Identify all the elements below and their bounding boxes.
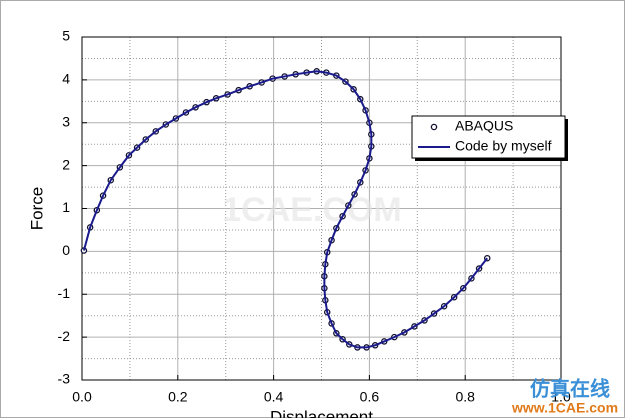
y-tick-label: 4 [62, 71, 70, 87]
watermark: www.1CAE.com [511, 400, 618, 416]
y-tick-label: -2 [58, 328, 71, 344]
legend-label: ABAQUS [455, 118, 513, 134]
series-line [82, 70, 489, 349]
x-tick-label: 0.4 [264, 389, 284, 405]
x-tick-label: 0.0 [72, 389, 92, 405]
y-axis-label: Force [27, 187, 46, 230]
watermark: 1CAE.COM [222, 191, 401, 229]
y-tick-label: 5 [62, 28, 70, 44]
legend-box [411, 115, 566, 159]
x-tick-label: 0.2 [168, 389, 188, 405]
y-tick-label: 2 [62, 156, 70, 172]
x-tick-label: 0.6 [360, 389, 380, 405]
plot-frame [81, 36, 562, 381]
x-tick-label: 0.8 [455, 389, 475, 405]
watermark: 仿真在线 [530, 376, 610, 400]
x-tick-label: 1.0 [551, 389, 571, 405]
y-tick-label: 1 [62, 199, 70, 215]
x-axis-label: Displacement [270, 407, 373, 418]
y-tick-label: 0 [62, 242, 70, 258]
y-tick-label: 3 [62, 113, 70, 129]
legend-label: Code by myself [455, 138, 552, 154]
y-tick-label: -1 [58, 285, 71, 301]
legend-swatch [430, 123, 438, 131]
y-tick-label: -3 [58, 371, 71, 387]
